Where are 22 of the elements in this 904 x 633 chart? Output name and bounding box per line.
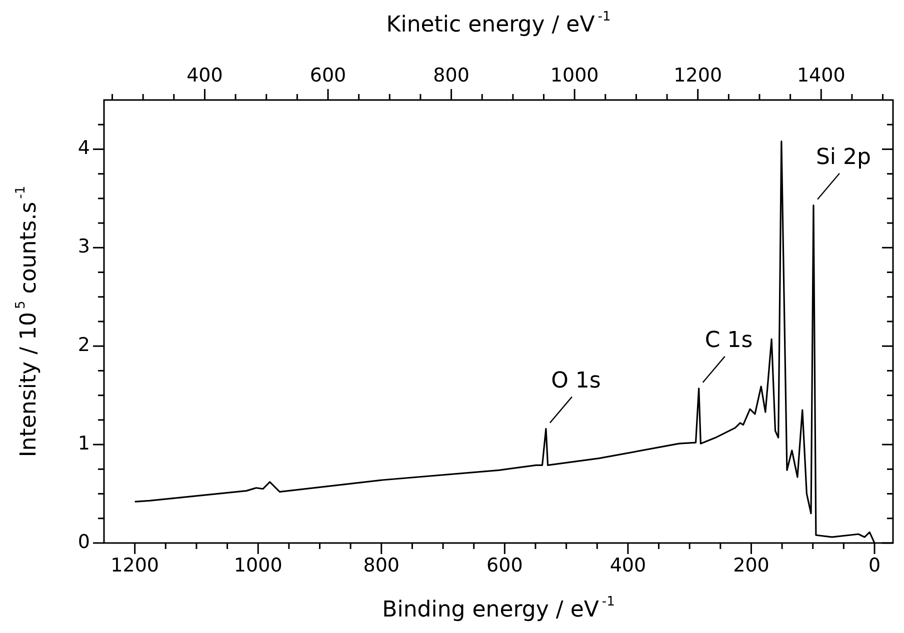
x2-tick-label: 400 xyxy=(186,64,223,87)
x-tick-label: 400 xyxy=(610,554,646,576)
x-tick-label: 200 xyxy=(733,554,770,576)
x-tick-label: 1200 xyxy=(110,554,159,576)
y-tick-label: 1 xyxy=(78,432,90,454)
x2-tick-label: 1200 xyxy=(674,64,722,87)
y-tick-label: 3 xyxy=(78,236,90,258)
y-tick-label: 2 xyxy=(78,334,90,356)
x2-tick-label: 1000 xyxy=(550,64,599,87)
x-tick-label: 800 xyxy=(363,554,400,576)
annotation: C 1s xyxy=(704,328,753,354)
x2-tick-label: 800 xyxy=(433,64,470,87)
annotation: Si 2p xyxy=(816,145,872,170)
y-tick-label: 0 xyxy=(78,530,90,553)
y-tick-label: 4 xyxy=(78,137,90,160)
annotation: O 1s xyxy=(551,368,601,394)
x2-tick-label: 600 xyxy=(310,64,346,87)
x-tick-label: 0 xyxy=(868,554,881,576)
y-axis-title: Intensity / 105 counts.s-1 xyxy=(14,186,42,458)
x2-tick-label: 1400 xyxy=(796,64,846,87)
x-tick-label: 600 xyxy=(486,554,523,576)
x-tick-label: 1000 xyxy=(234,554,282,576)
